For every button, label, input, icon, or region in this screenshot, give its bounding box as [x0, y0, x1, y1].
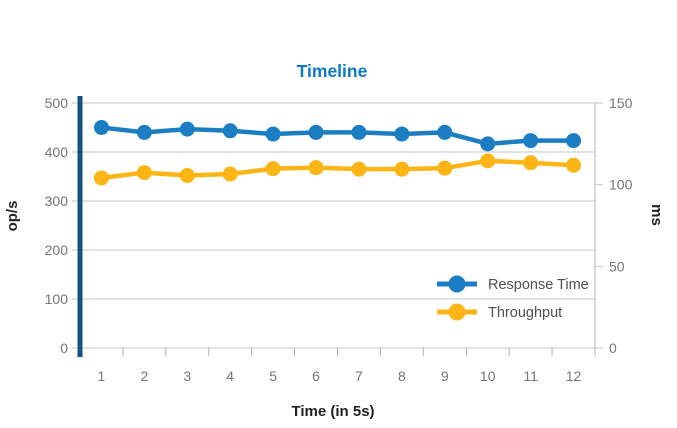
series-layer [93, 120, 582, 186]
left-axis-tick-label: 100 [45, 291, 69, 307]
legend-item-label: Throughput [488, 305, 562, 321]
right-axis-tick-label: 0 [609, 340, 617, 356]
x-axis-tick-label: 2 [140, 368, 148, 384]
throughput-point [308, 160, 324, 176]
left-axis-tick-label: 0 [60, 340, 68, 356]
response-time-point [308, 124, 324, 140]
throughput-point [351, 161, 367, 177]
left-axis-tick-label: 400 [45, 144, 69, 160]
legend-item-response-time[interactable]: Response Time [437, 275, 589, 294]
response-time-point [523, 133, 539, 149]
response-time-point [394, 126, 410, 142]
throughput-point [437, 160, 453, 176]
throughput-point [480, 153, 496, 169]
response-time-point [179, 121, 195, 137]
x-axis-tick-label: 10 [480, 368, 496, 384]
x-axis-tick-label: 8 [398, 368, 406, 384]
response-time-point [93, 120, 109, 135]
x-axis-tick-label: 5 [269, 368, 277, 384]
legend-item-label: Response Time [488, 277, 589, 293]
throughput-point [523, 155, 539, 171]
right-axis-tick-label: 50 [609, 258, 625, 274]
x-axis-title: Time (in 5s) [291, 403, 374, 420]
throughput-point [566, 157, 582, 173]
grid-layer [72, 102, 603, 356]
response-time-point [136, 124, 152, 140]
throughput-point [222, 166, 238, 182]
throughput-line [101, 158, 574, 181]
response-time-line [101, 125, 574, 147]
x-axis-tick-label: 11 [523, 368, 538, 384]
legend: Response Time Throughput [437, 275, 589, 322]
x-axis-tick-label: 6 [312, 368, 320, 384]
response-time-point [265, 126, 281, 142]
x-axis-tick-label: 1 [98, 368, 106, 384]
right-axis-tick-label: 100 [609, 177, 633, 193]
response-time-point [566, 133, 582, 149]
legend-marker-icon [448, 303, 466, 321]
left-axis-tick-label: 500 [45, 95, 69, 111]
x-axis-tick-label: 12 [566, 368, 582, 384]
x-axis-tick-label: 3 [183, 368, 191, 384]
throughput-point [136, 165, 152, 181]
throughput-point [179, 168, 195, 184]
axis-layer [77, 96, 596, 357]
x-axis-tick-label: 4 [226, 368, 234, 384]
left-axis-tick-label: 300 [45, 193, 69, 209]
right-axis-tick-label: 150 [609, 95, 633, 111]
throughput-point [394, 161, 410, 177]
x-axis-tick-label: 9 [441, 368, 449, 384]
response-time-point [480, 136, 496, 152]
left-axis-title: op/s [4, 201, 21, 232]
response-time-point [437, 124, 453, 140]
throughput-point [265, 161, 281, 177]
chart-title: Timeline [297, 61, 368, 81]
legend-item-throughput[interactable]: Throughput [437, 303, 562, 322]
response-time-point [351, 124, 367, 140]
legend-marker-icon [448, 275, 466, 293]
right-axis-title: ms [648, 204, 665, 226]
x-axis-tick-label: 7 [355, 368, 363, 384]
left-axis-tick-label: 200 [45, 242, 69, 258]
throughput-point [93, 170, 109, 186]
response-time-point [222, 123, 238, 139]
